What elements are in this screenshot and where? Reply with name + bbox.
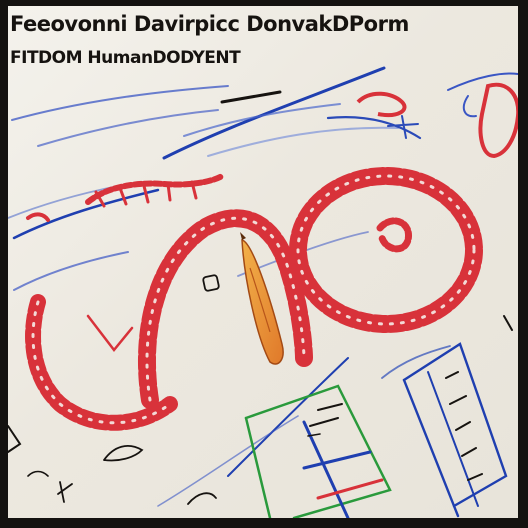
whiteboard-drawing (8, 66, 518, 518)
ink-doodles-bottom (8, 425, 217, 505)
red-swirl-letters (25, 167, 483, 431)
dark-doodle (202, 274, 220, 292)
green-grid-sketch (244, 384, 392, 518)
red-scribble-label (26, 173, 225, 222)
blue-table-sketch (381, 315, 513, 518)
subtitle-underline (220, 90, 282, 104)
whiteboard-subtitle: FITDOM HumanDODYENT (10, 48, 241, 68)
whiteboard-title: Feeovonni Davirpicc DonvakDPorm (10, 12, 409, 36)
red-doodle-top (356, 82, 518, 159)
orange-marker (240, 232, 284, 365)
whiteboard: Feeovonni Davirpicc DonvakDPorm FITDOM H… (8, 6, 518, 518)
